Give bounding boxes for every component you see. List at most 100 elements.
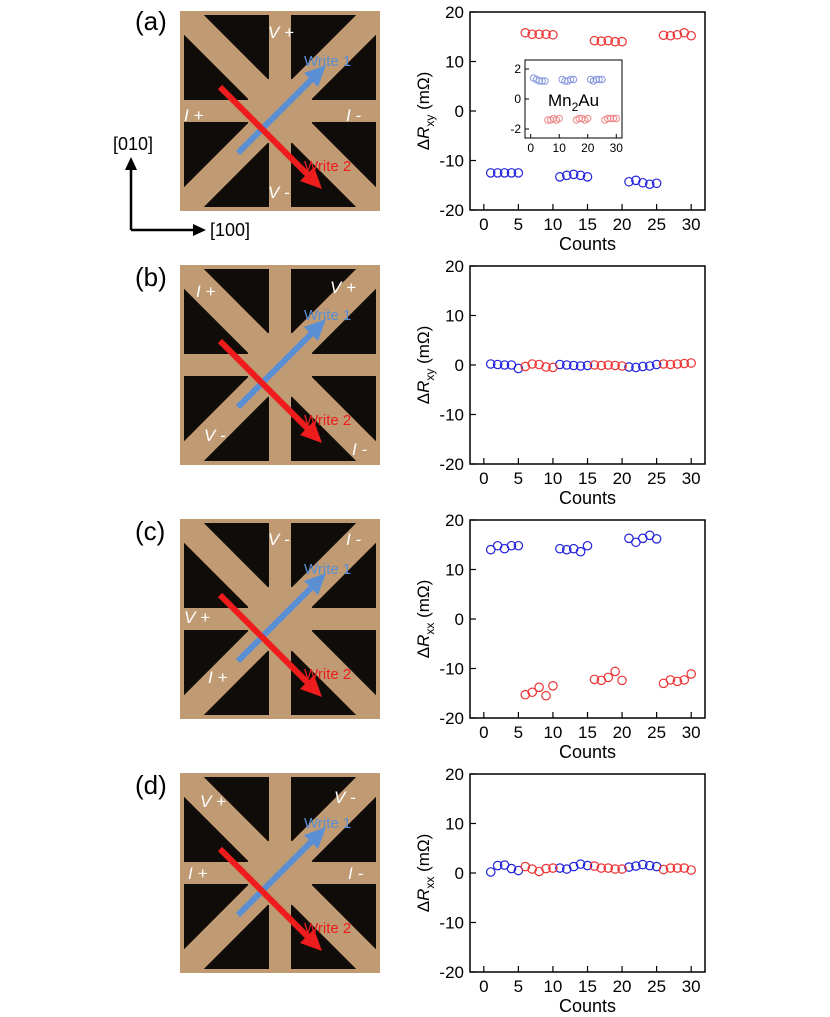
contact-label-top-right: I - [346,530,361,549]
panel-label-c: (c) [135,516,166,546]
write1-arrow [235,319,326,410]
y-axis-label: ΔRxy (mΩ) [414,326,437,405]
data-point [644,860,655,871]
y-tick-label: 0 [455,864,464,883]
data-point [589,360,600,370]
data-point [506,168,517,178]
axis-100-label: [100] [210,220,250,240]
write1-arrow [235,573,326,664]
data-point [637,177,648,188]
y-tick-label: -10 [439,660,464,679]
data-point [672,359,683,369]
data-point [555,543,565,554]
write1-label: Write 1 [304,53,351,70]
y-tick-label: -20 [439,201,464,220]
y-tick-label: -20 [439,455,464,474]
y-axis-label-sub: xx [423,877,437,889]
data-point [561,864,572,874]
data-point [492,168,503,178]
inset-data-point [555,114,563,123]
data-point [548,29,558,40]
data-point [644,361,655,371]
plot-frame [469,265,706,465]
x-tick-label: 25 [647,723,666,742]
inset-material-label: Mn2Au [548,91,599,114]
data-point [485,867,496,877]
y-tick-label: 20 [445,765,464,784]
y-axis-label-main: Δ [414,647,433,658]
data-point [686,865,696,875]
inset-data-point [541,77,549,85]
x-tick-label: 25 [647,215,666,234]
x-tick-label: 0 [479,723,488,742]
data-point [485,359,496,369]
data-point [513,363,524,374]
data-point [499,168,510,178]
data-point [665,863,676,873]
data-point [658,864,669,875]
data-point [582,860,593,871]
data-point [582,540,593,551]
data-point [589,35,600,46]
data-point [603,863,614,873]
write2-arrow [217,338,322,443]
data-point [679,863,690,873]
y-tick-label: 10 [445,561,464,580]
y-tick-label: 0 [455,356,464,375]
inset-data-point [566,75,575,84]
y-tick-label: 20 [445,511,464,530]
inset-data-point [538,77,546,85]
data-point [568,360,579,371]
x-tick-label: 10 [543,215,562,234]
y-axis-label-sub: xx [423,623,437,635]
data-point [637,859,648,870]
data-point [603,672,614,683]
x-tick-label: 25 [647,977,666,996]
inset-data-point [604,114,612,123]
data-point [596,36,607,47]
data-point [658,30,669,41]
contact-label-top-right: V + [330,278,356,297]
data-point [548,362,558,373]
x-tick-label: 30 [682,469,701,488]
data-point [651,359,662,370]
data-point [624,862,634,872]
y-axis-label: ΔRxx (mΩ) [414,834,437,913]
write2-label: Write 2 [304,920,351,937]
contact-label-left: I + [184,106,203,125]
data-point [644,179,655,190]
y-axis-label: ΔRxy (mΩ) [414,72,437,151]
y-axis-label-unit: (mΩ) [414,834,433,877]
data-point [527,864,538,874]
data-point [485,168,496,178]
x-tick-label: 30 [682,215,701,234]
data-point [555,863,565,873]
contact-label-left: V + [184,608,210,627]
inset-data-point [592,75,601,84]
x-tick-label: 20 [613,977,632,996]
data-point [527,359,538,369]
data-point [658,359,669,369]
data-point [541,362,551,372]
panel-label-d: (d) [135,770,167,800]
x-tick-label: 10 [543,723,562,742]
y-tick-label: -10 [439,914,464,933]
data-point [631,861,641,871]
data-point [492,359,503,370]
data-point [513,168,524,178]
x-tick-label: 20 [613,469,632,488]
x-tick-label: 20 [613,723,632,742]
data-point [617,864,627,874]
y-axis-label-main: Δ [414,901,433,912]
data-point [541,690,551,701]
x-tick-label: 5 [514,723,523,742]
data-point [617,675,627,686]
x-tick-label: 15 [578,469,597,488]
data-point [548,681,558,691]
data-point [624,176,634,187]
x-tick-label: 15 [578,723,597,742]
contact-label-top: V + [268,23,294,42]
data-point [575,546,586,557]
data-point [665,675,676,685]
